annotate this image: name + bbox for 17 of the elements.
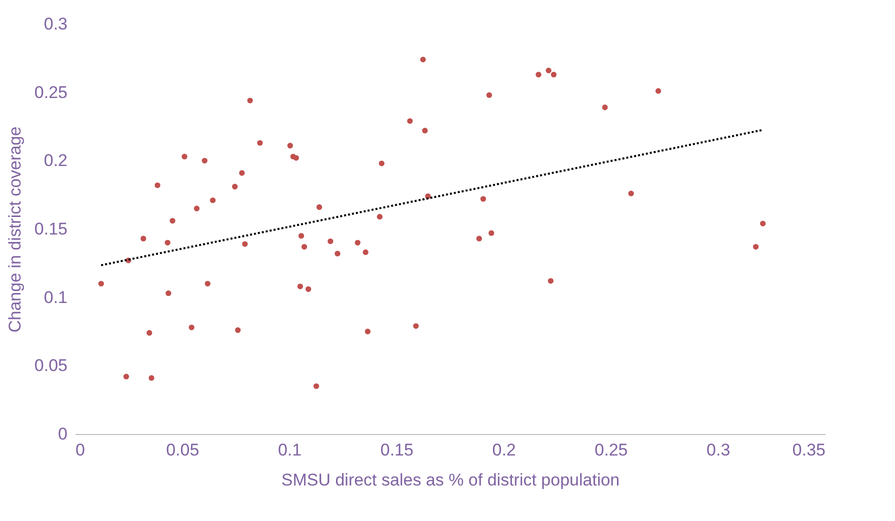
y-tick-label: 0 bbox=[58, 424, 68, 444]
x-tick-label: 0.35 bbox=[792, 440, 826, 460]
y-tick-label: 0.05 bbox=[34, 356, 68, 376]
x-axis-title: SMSU direct sales as % of district population bbox=[281, 470, 620, 490]
y-tick-label: 0.15 bbox=[34, 220, 68, 238]
y-tick-label: 0.2 bbox=[44, 151, 68, 170]
x-tick-label: 0.2 bbox=[492, 440, 516, 460]
x-tick-label: 0 bbox=[76, 440, 85, 460]
y-axis-title: Change in district coverage bbox=[5, 126, 24, 333]
y-tick-label: 0.3 bbox=[44, 14, 68, 34]
x-tick-label: 0.3 bbox=[706, 440, 730, 460]
y-tick-label: 0.1 bbox=[44, 288, 68, 307]
x-tick-label: 0.1 bbox=[278, 440, 302, 460]
x-tick-label: 0.05 bbox=[166, 440, 200, 460]
x-tick-label: 0.15 bbox=[380, 440, 414, 460]
x-tick-label: 0.25 bbox=[594, 440, 628, 460]
y-tick-label: 0.25 bbox=[34, 82, 68, 102]
